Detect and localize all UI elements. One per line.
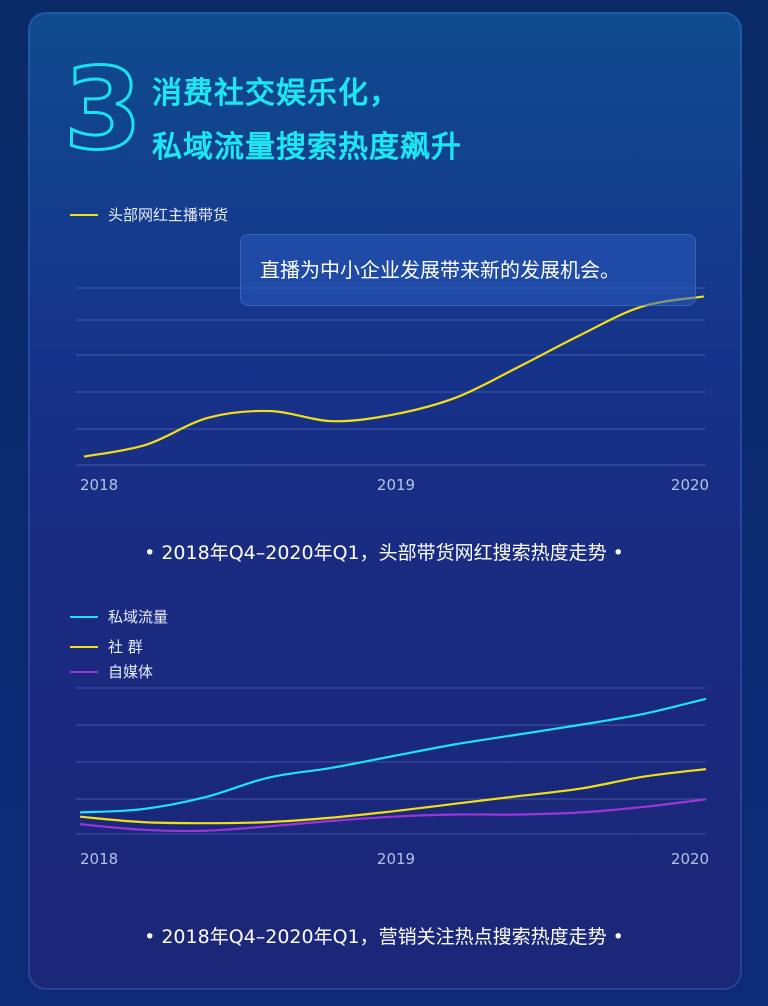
chart1-series-line-0 [83, 295, 705, 458]
legend-label-live: 头部网红主播带货 [108, 206, 229, 224]
content-card [28, 12, 742, 990]
chart2-caption: • 2018年Q4–2020年Q1，营销关注热点搜索热度走势 • [144, 926, 624, 948]
tooltip-callout: 直播为中小企业发展带来新的发展机会。 [240, 234, 696, 306]
chart1-x-tick-label: 2018 [80, 476, 118, 494]
chart2-legend-item-community: 社 群 [70, 636, 143, 657]
legend-line-purple [70, 670, 98, 673]
chart1-x-tick-label: 2020 [671, 476, 709, 494]
chart1-legend: 头部网红主播带货 [70, 204, 228, 225]
legend-label-community: 社 群 [108, 638, 143, 656]
chart2-series-line-0 [79, 697, 707, 814]
legend-line-cyan [70, 615, 98, 618]
chart1-caption: • 2018年Q4–2020年Q1，头部带货网红搜索热度走势 • [144, 542, 624, 564]
section-number: 3 [63, 45, 144, 175]
legend-label-media: 自媒体 [108, 663, 154, 681]
title-line-1: 消费社交娱乐化， [152, 76, 400, 111]
legend-line-yellow [70, 213, 98, 216]
chart1-x-tick-label: 2019 [377, 476, 415, 494]
chart2-series-line-2 [79, 798, 707, 833]
chart2-x-tick-label: 2019 [377, 850, 415, 868]
chart2-x-tick-label: 2018 [80, 850, 118, 868]
title-line-2: 私域流量搜索热度飙升 [152, 130, 462, 165]
legend-label-private: 私域流量 [108, 608, 169, 626]
chart2-legend-item-private: 私域流量 [70, 606, 168, 627]
chart2-series-line-1 [79, 768, 707, 825]
chart2-legend-item-media: 自媒体 [70, 661, 153, 682]
chart2-x-tick-label: 2020 [671, 850, 709, 868]
legend-line-yellow-2 [70, 645, 98, 648]
